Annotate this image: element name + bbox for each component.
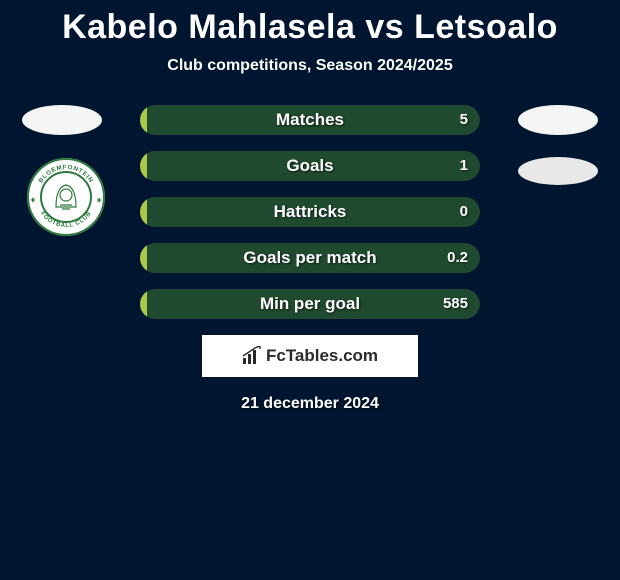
brand-badge: FcTables.com: [202, 335, 418, 377]
subtitle: Club competitions, Season 2024/2025: [0, 57, 620, 75]
stat-row: Goals per match0.2: [140, 243, 480, 273]
stat-value-right: 5: [460, 105, 468, 135]
player-right-flag: [518, 105, 598, 135]
stat-row: Matches5: [140, 105, 480, 135]
stat-row: Goals1: [140, 151, 480, 181]
stat-label: Min per goal: [140, 289, 480, 319]
player-left-flag: [22, 105, 102, 135]
stat-label: Goals: [140, 151, 480, 181]
stat-label: Hattricks: [140, 197, 480, 227]
stat-label: Goals per match: [140, 243, 480, 273]
stat-value-right: 585: [443, 289, 468, 319]
stat-label: Matches: [140, 105, 480, 135]
brand-chart-icon: [242, 346, 262, 366]
stat-row: Hattricks0: [140, 197, 480, 227]
comparison-panel: BLOEMFONTEIN FOOTBALL CLUB ★ ★ Matches5 G…: [0, 105, 620, 413]
brand-text: FcTables.com: [266, 346, 378, 366]
page-title: Kabelo Mahlasela vs Letsoalo: [0, 0, 620, 47]
player-right-crest: [518, 157, 598, 185]
stat-bars: Matches5Goals1Hattricks0Goals per match0…: [140, 105, 480, 319]
stat-row: Min per goal585: [140, 289, 480, 319]
stat-value-right: 0: [460, 197, 468, 227]
player-left-crest: BLOEMFONTEIN FOOTBALL CLUB ★ ★: [26, 157, 106, 237]
date-text: 21 december 2024: [0, 395, 620, 413]
stat-value-right: 1: [460, 151, 468, 181]
stat-value-right: 0.2: [447, 243, 468, 273]
